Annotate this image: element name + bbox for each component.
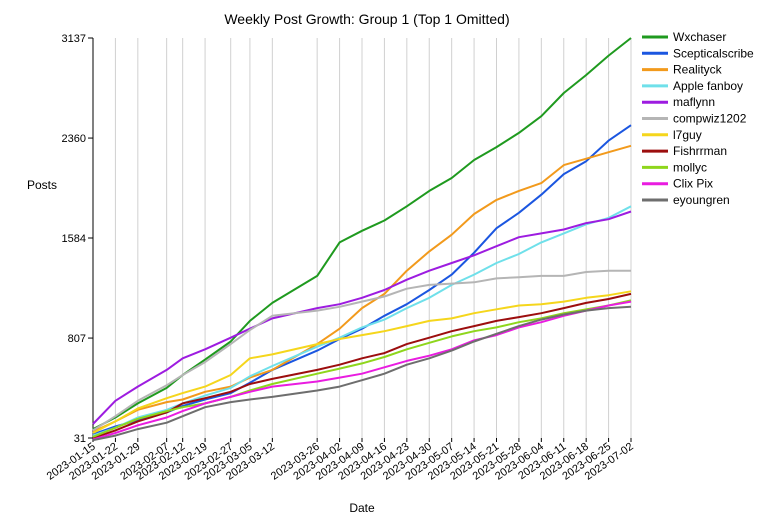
series-line-l7guy: [92, 290, 632, 434]
y-tick-label: 31: [74, 433, 86, 445]
legend-entry: Scepticalscribe: [673, 46, 754, 60]
chart-title: Weekly Post Growth: Group 1 (Top 1 Omitt…: [224, 11, 509, 27]
y-tick-label: 2360: [62, 133, 86, 145]
legend-entry: Fishrrman: [673, 144, 727, 158]
x-axis-title: Date: [349, 501, 375, 515]
y-tick-label: 807: [68, 333, 86, 345]
series-line-eyoungren: [92, 305, 632, 442]
y-axis-title: Posts: [27, 178, 57, 192]
legend-entry: mollyc: [673, 160, 707, 174]
legend-entry: compwiz1202: [673, 112, 747, 126]
legend-entry: eyoungren: [673, 193, 730, 207]
series-line-compwiz1202: [92, 269, 631, 432]
series-line-clix-pix: [92, 300, 632, 441]
series-line-mollyc: [92, 299, 632, 438]
series-lines: [92, 37, 632, 442]
legend: Wxchaser Scepticalscribe Realityck Apple fa…: [642, 30, 754, 207]
legend-entry: Apple fanboy: [673, 79, 743, 93]
series-line-realityck: [92, 144, 632, 433]
grid: [92, 38, 632, 438]
legend-entry: maflynn: [673, 95, 715, 109]
legend-entry: Realityck: [673, 63, 723, 77]
series-line-fishrrman: [92, 292, 632, 440]
legend-entry: Clix Pix: [673, 177, 713, 191]
series-line-maflynn: [92, 210, 632, 425]
legend-entry: Wxchaser: [673, 30, 726, 44]
y-tick-label: 3137: [62, 33, 86, 45]
axes: 2023-01-152023-01-222023-01-292023-02-07…: [45, 33, 636, 483]
legend-entry: l7guy: [673, 128, 702, 142]
y-tick-label: 1584: [62, 233, 86, 245]
